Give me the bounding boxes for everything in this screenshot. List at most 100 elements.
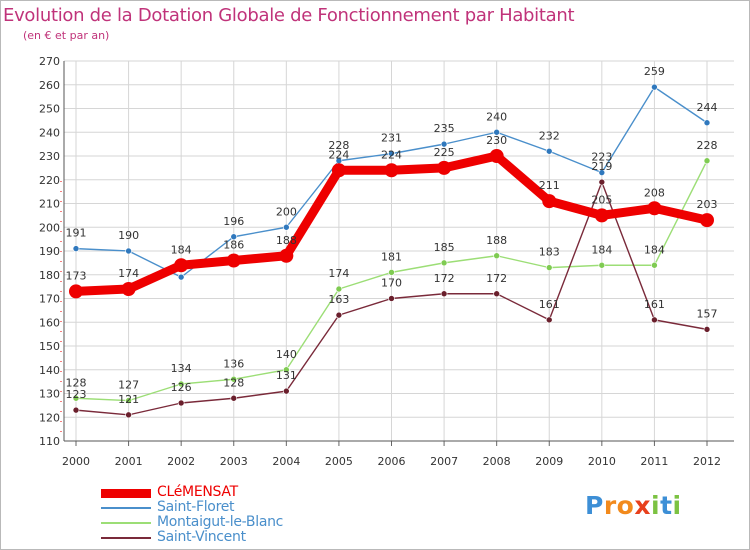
data-point-montaigut-le-blanc — [72, 394, 80, 402]
x-tick-label: 2004 — [272, 455, 300, 468]
data-point-saint-floret — [545, 147, 553, 155]
x-tick-label: 2010 — [588, 455, 616, 468]
data-label-saint-vincent: 172 — [434, 272, 455, 285]
x-tick-label: 2008 — [483, 455, 511, 468]
data-label-cl-mensat: 188 — [276, 234, 297, 247]
data-label-montaigut-le-blanc: 134 — [171, 362, 192, 375]
data-point-montaigut-le-blanc — [388, 269, 395, 276]
y-tick-label: 210 — [39, 198, 60, 211]
data-point-montaigut-le-blanc — [493, 252, 500, 260]
logo-letter: i — [651, 491, 661, 520]
data-point-montaigut-le-blanc — [703, 157, 711, 165]
legend-swatch-saint-floret — [101, 507, 151, 509]
x-tick-label: 2000 — [62, 455, 90, 468]
data-point-cl-mensat — [121, 282, 136, 296]
y-tick-label: 150 — [39, 340, 60, 353]
legend-swatch-montaigut-le-blanc — [101, 522, 151, 524]
data-label-cl-mensat: 186 — [223, 239, 244, 252]
data-label-saint-vincent: 121 — [118, 393, 139, 406]
data-point-saint-vincent — [493, 290, 500, 298]
data-label-saint-floret: 196 — [223, 215, 244, 228]
data-point-saint-floret — [440, 140, 448, 148]
data-point-saint-floret — [230, 233, 238, 241]
x-tick-label: 2011 — [640, 455, 668, 468]
data-label-saint-vincent: 126 — [171, 381, 192, 394]
data-label-montaigut-le-blanc: 185 — [434, 241, 455, 254]
x-tick-label: 2005 — [325, 455, 353, 468]
data-point-saint-floret — [125, 247, 132, 255]
data-point-cl-mensat — [279, 248, 294, 263]
legend-swatch-saint-vincent — [101, 537, 151, 539]
data-point-saint-vincent — [388, 295, 395, 302]
data-label-saint-floret: 191 — [66, 227, 87, 240]
x-tick-label: 2009 — [535, 455, 563, 468]
data-label-saint-vincent: 161 — [539, 298, 560, 311]
data-point-cl-mensat — [69, 284, 83, 299]
proxiti-logo: Proxiti — [585, 491, 682, 520]
data-point-saint-vincent — [177, 399, 185, 407]
y-tick-label: 250 — [39, 103, 60, 116]
data-label-cl-mensat: 184 — [171, 243, 192, 256]
data-label-montaigut-le-blanc: 188 — [486, 234, 507, 247]
y-tick-label: 260 — [39, 79, 60, 92]
data-point-saint-vincent — [440, 290, 448, 298]
data-label-saint-floret: 232 — [539, 129, 560, 142]
y-tick-label: 220 — [39, 174, 60, 187]
y-tick-label: 110 — [39, 435, 60, 448]
data-point-saint-vincent — [125, 411, 132, 419]
x-tick-label: 2003 — [220, 455, 248, 468]
y-tick-label: 200 — [39, 221, 60, 234]
legend-label-montaigut-le-blanc: Montaigut-le-Blanc — [157, 514, 284, 530]
data-label-cl-mensat: 230 — [486, 134, 507, 147]
data-point-saint-floret — [493, 128, 500, 136]
y-tick-label: 190 — [39, 245, 60, 258]
data-point-montaigut-le-blanc — [335, 285, 343, 293]
data-point-cl-mensat — [647, 201, 662, 216]
data-label-cl-mensat: 208 — [644, 186, 665, 199]
data-point-saint-vincent — [703, 326, 711, 333]
data-label-montaigut-le-blanc: 181 — [381, 250, 402, 263]
data-label-montaigut-le-blanc: 184 — [644, 243, 665, 256]
data-label-saint-floret: 259 — [644, 65, 665, 78]
data-point-cl-mensat — [384, 163, 399, 178]
data-label-saint-vincent: 163 — [328, 293, 349, 306]
data-point-saint-floret — [72, 245, 80, 252]
y-tick-label: 230 — [39, 150, 60, 163]
data-point-cl-mensat — [542, 194, 557, 209]
logo-letter: P — [585, 491, 604, 520]
logo-letter: i — [672, 491, 682, 520]
y-tick-label: 170 — [39, 293, 60, 306]
y-tick-label: 130 — [39, 388, 60, 401]
data-label-cl-mensat: 205 — [591, 193, 612, 206]
data-point-saint-floret — [703, 119, 711, 127]
data-point-saint-vincent — [335, 311, 343, 319]
data-label-saint-floret: 240 — [486, 110, 507, 123]
chart-title: Evolution de la Dotation Globale de Fonc… — [3, 5, 575, 26]
logo-letter: r — [603, 491, 617, 520]
chart-subtitle: (en € et par an) — [23, 29, 110, 42]
data-label-montaigut-le-blanc: 174 — [328, 267, 349, 280]
data-label-saint-vincent: 170 — [381, 277, 402, 290]
data-label-montaigut-le-blanc: 183 — [539, 246, 560, 259]
data-point-saint-vincent — [545, 316, 553, 324]
legend-label-saint-floret: Saint-Floret — [157, 499, 235, 515]
x-tick-label: 2012 — [693, 455, 721, 468]
data-label-cl-mensat: 225 — [434, 146, 455, 159]
y-tick-label: 140 — [39, 364, 60, 377]
data-label-saint-floret: 235 — [434, 122, 455, 135]
data-label-saint-floret: 228 — [328, 139, 349, 152]
legend-label-clemensat: CLéMENSAT — [157, 484, 238, 500]
data-label-montaigut-le-blanc: 140 — [276, 348, 297, 361]
data-point-montaigut-le-blanc — [440, 259, 448, 267]
data-label-saint-vincent: 161 — [644, 298, 665, 311]
data-point-saint-vincent — [230, 394, 238, 402]
x-tick-label: 2001 — [115, 455, 143, 468]
logo-letter: o — [616, 491, 635, 520]
data-label-saint-vincent: 157 — [697, 307, 718, 320]
y-tick-label: 120 — [39, 411, 60, 424]
data-point-saint-floret — [388, 150, 395, 157]
legend-swatch-clemensat — [101, 489, 151, 498]
data-point-saint-vincent — [651, 316, 658, 324]
